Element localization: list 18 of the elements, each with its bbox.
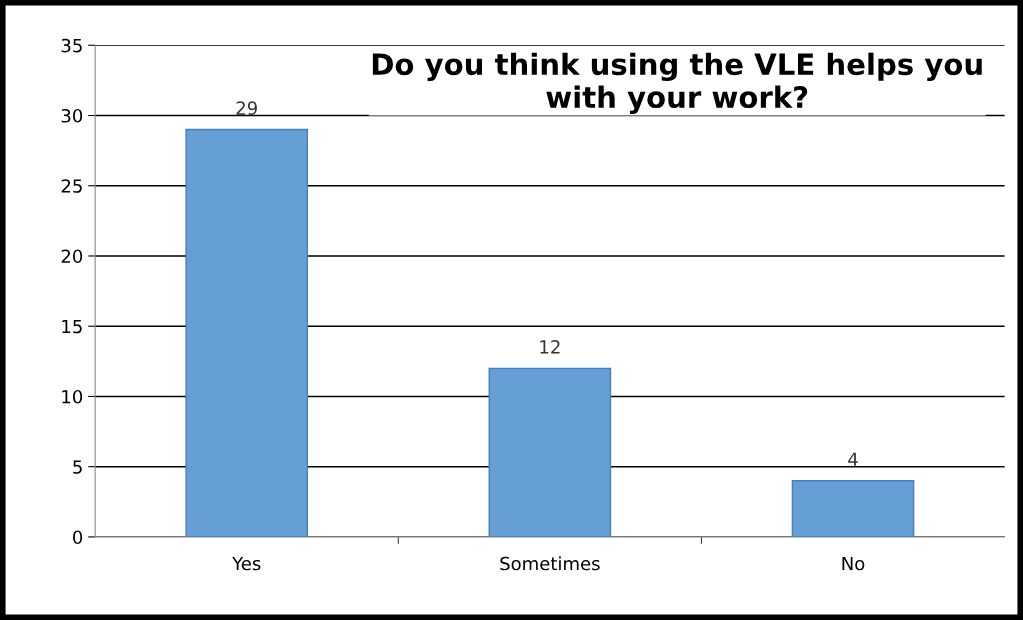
bar — [488, 367, 612, 537]
x-tick-label: Sometimes — [500, 556, 600, 571]
y-tick-label: 10 — [62, 389, 83, 404]
y-tick-label: 15 — [62, 319, 82, 334]
y-tick-label: 25 — [61, 179, 82, 193]
x-tick-label: No — [842, 556, 865, 571]
x-tick-label: Yes — [232, 556, 261, 571]
y-tick-label: 0 — [73, 530, 83, 545]
bar — [185, 128, 309, 537]
y-tick-label: 5 — [73, 460, 82, 474]
y-tick-label: 20 — [61, 249, 83, 264]
data-label: 12 — [540, 340, 560, 354]
bar — [791, 480, 915, 537]
text: Do you think using the VLE helps you with your work? — [372, 52, 982, 114]
y-tick-label: 35 — [61, 38, 82, 53]
data-label: 29 — [236, 101, 257, 115]
y-tick-label: 30 — [61, 108, 83, 123]
data-label: 4 — [848, 452, 858, 466]
